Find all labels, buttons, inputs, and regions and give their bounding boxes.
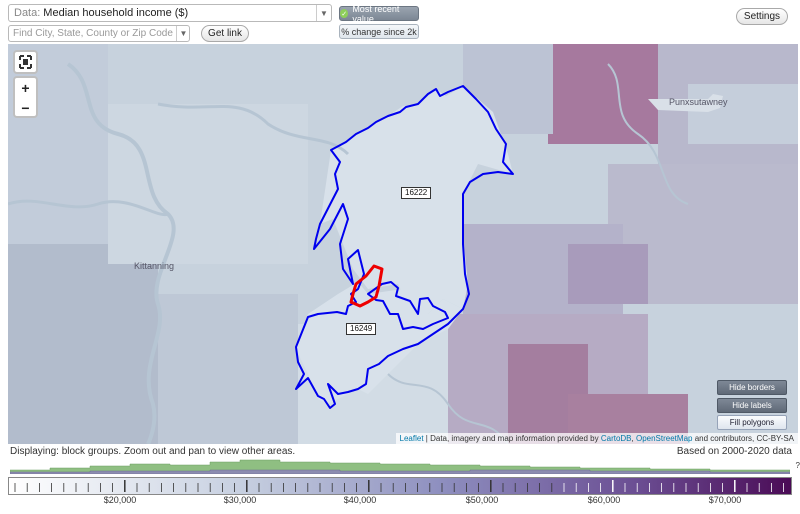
percent-change-toggle[interactable]: % change since 2k <box>339 24 419 39</box>
scale-label: $30,000 <box>223 495 257 505</box>
scale-label: $70,000 <box>708 495 742 505</box>
data-select-prefix: Data: <box>14 7 41 19</box>
river <box>157 102 350 156</box>
selected-boundary[interactable] <box>349 264 384 308</box>
zoom-out-icon[interactable]: − <box>21 100 30 116</box>
help-icon[interactable]: ? <box>795 461 800 470</box>
town-area <box>648 94 723 112</box>
map-tiles <box>8 44 798 444</box>
zoom-in-icon[interactable]: + <box>21 80 30 96</box>
river <box>8 199 169 217</box>
check-icon: ✓ <box>340 9 349 18</box>
zip-boundary[interactable] <box>295 85 514 409</box>
osm-link[interactable]: OpenStreetMap <box>635 434 693 443</box>
most-recent-value-toggle[interactable]: ✓ Most recent value <box>339 3 419 24</box>
map-attribution: Leaflet | Data, imagery and map informat… <box>395 433 798 444</box>
choropleth-block <box>8 244 158 444</box>
data-range-note: Based on 2000-2020 data <box>676 446 792 457</box>
settings-button[interactable]: Settings <box>736 8 788 25</box>
cartodb-link[interactable]: CartoDB <box>600 434 632 443</box>
city-label: Kittanning <box>134 261 175 271</box>
get-link-button[interactable]: Get link <box>201 25 249 42</box>
scale-label: $50,000 <box>465 495 499 505</box>
histogram-purple <box>10 469 790 474</box>
choropleth-block <box>108 104 308 264</box>
zip-label: 16222 <box>401 187 432 199</box>
scale-label: $20,000 <box>103 495 137 505</box>
fullscreen-icon <box>19 55 32 69</box>
attribution-text: | Data, imagery and map information prov… <box>423 434 601 443</box>
color-scale-bar <box>8 477 792 495</box>
income-histogram <box>10 459 790 474</box>
zip-label: 16249 <box>346 323 377 335</box>
choropleth-block <box>548 44 658 144</box>
color-scale-gradient <box>9 478 791 494</box>
displaying-note: Displaying: block groups. Zoom out and p… <box>10 446 296 457</box>
data-select[interactable]: Data: Median household income ($) ▼ <box>8 4 332 22</box>
hide-labels-button[interactable]: Hide labels <box>717 398 787 413</box>
zoom-control: + − <box>13 76 38 118</box>
hide-borders-button[interactable]: Hide borders <box>717 380 787 395</box>
fill-polygons-button[interactable]: Fill polygons <box>717 415 787 430</box>
choropleth-block <box>158 294 298 444</box>
choropleth-block <box>8 44 108 244</box>
fullscreen-button[interactable] <box>13 50 38 74</box>
choropleth-block <box>688 84 798 144</box>
location-search-input[interactable] <box>8 25 190 42</box>
percent-change-label: % change since 2k <box>341 26 417 37</box>
river <box>66 62 176 444</box>
scale-ticks <box>14 480 784 492</box>
histogram-green <box>10 459 790 474</box>
scale-label: $40,000 <box>343 495 377 505</box>
map-canvas[interactable]: + − Kittanning Punxsutawney 16222 16249 … <box>8 44 798 444</box>
leaflet-link[interactable]: Leaflet <box>399 434 424 443</box>
river <box>607 63 689 205</box>
river <box>387 373 509 444</box>
city-label: Punxsutawney <box>669 97 728 107</box>
chevron-down-icon[interactable]: ▼ <box>176 26 190 41</box>
data-select-value: Median household income ($) <box>43 7 189 19</box>
most-recent-value-label: Most recent value <box>352 3 400 24</box>
chevron-down-icon[interactable]: ▼ <box>316 5 331 21</box>
top-toolbar: Data: Median household income ($) ▼ ▼ Ge… <box>0 0 800 44</box>
scale-label: $60,000 <box>587 495 621 505</box>
attribution-tail: and contributors, CC-BY-SA <box>692 434 794 443</box>
scale-labels: $20,000 $30,000 $40,000 $50,000 $60,000 … <box>8 495 792 507</box>
attribution-sep: , <box>631 434 636 443</box>
choropleth-block <box>568 244 648 304</box>
